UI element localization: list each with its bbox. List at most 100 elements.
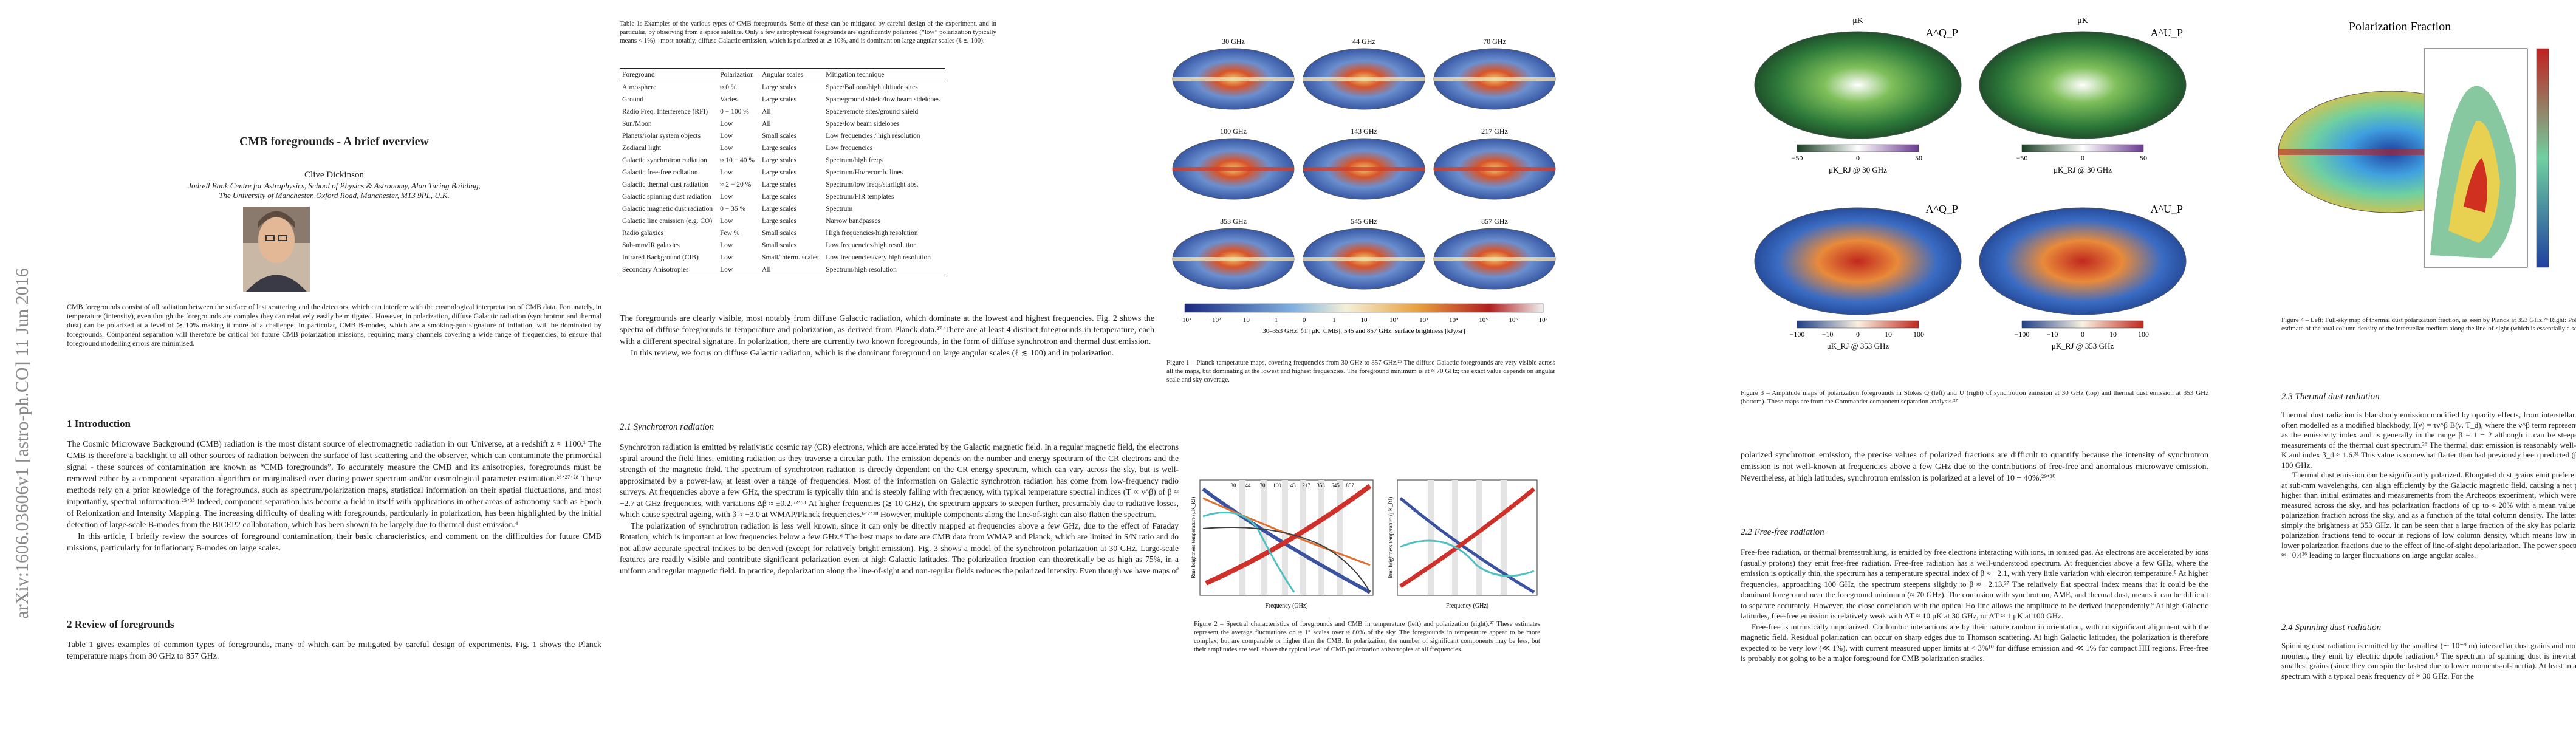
table-cell: Galactic thermal dust radiation <box>622 181 709 188</box>
table-cell: All <box>762 120 771 128</box>
table-cell: Small scales <box>762 230 797 237</box>
table-cell: Low frequencies / high resolution <box>826 132 920 140</box>
colorbar-tick-label: 50 <box>1915 154 1922 162</box>
table-row: Infrared Background (CIB) Low Small/interm… <box>620 252 945 264</box>
table-row: Planets/solar system objects Low Small sca… <box>620 130 945 142</box>
table-cell: Radio Freq. Interference (RFI) <box>622 108 708 115</box>
paragraph: Thermal dust emission can be significant… <box>2281 470 2576 560</box>
colorbar-tick-label: 0 <box>1303 317 1306 324</box>
table-cell: Spectrum/low freqs/starlight abs. <box>826 181 919 188</box>
table-header: Polarization <box>720 71 754 78</box>
section-heading: 1 Introduction <box>67 418 131 430</box>
table-cell: Sub-mm/IR galaxies <box>622 242 680 249</box>
map-label: 70 GHz <box>1483 37 1506 46</box>
panel-label: A^Q_P <box>1926 203 1958 215</box>
table-cell: Small scales <box>762 132 797 140</box>
y-axis-label: Rms brightness temperature (μK_RJ) <box>1190 497 1196 579</box>
table-row: Galactic magnetic dust radiation 0 − 35 %… <box>620 203 945 215</box>
table-cell: Low <box>720 169 733 176</box>
table-cell: Infrared Background (CIB) <box>622 254 699 261</box>
colorbar-tick-label: 100 <box>1913 330 1924 338</box>
colorbar-tick-label: −50 <box>2016 154 2028 162</box>
paragraph: Thermal dust radiation is blackbody emis… <box>2281 410 2576 470</box>
arxiv-stamp: arXiv:1606.03606v1 [astro-ph.CO] 11 Jun … <box>12 268 32 618</box>
table-cell: ≈ 10 − 40 % <box>720 157 755 164</box>
affiliation: The University of Manchester, Oxford Roa… <box>219 191 450 200</box>
table-cell: ≈ 0 % <box>720 84 737 91</box>
table-cell: Spectrum/Hα/recomb. lines <box>826 169 903 176</box>
frequency-label: 30 <box>1231 482 1237 488</box>
colorbar-tick-label: −10 <box>1239 317 1250 324</box>
colorbar-tick-label: 50 <box>2140 154 2147 162</box>
colorbar-tick-label: 10⁵ <box>1479 317 1488 324</box>
colorbar-tick-label: −1 <box>1271 317 1278 324</box>
colorbar-tick-label: 10² <box>1389 317 1399 324</box>
figure-title: Polarization Fraction <box>2349 20 2451 33</box>
table-cell: All <box>762 108 771 115</box>
galactic-plane <box>1434 257 1555 261</box>
subsection-heading: 2.3 Thermal dust radiation <box>2281 392 2380 402</box>
figure-3 <box>1754 31 2187 329</box>
map-label: 217 GHz <box>1481 127 1508 135</box>
table-cell: ≈ 2 − 20 % <box>720 181 752 188</box>
galactic-plane <box>1173 257 1294 261</box>
figure-caption: Figure 1 – Planck temperature maps, cove… <box>1166 359 1555 383</box>
table-cell: Low <box>720 242 733 249</box>
frequency-label: 70 <box>1260 482 1266 488</box>
colorbar-tick-label: 0 <box>2081 154 2084 162</box>
panel-label: A^U_P <box>2151 203 2183 215</box>
colorbar-tick-label: −100 <box>2015 330 2030 338</box>
colorbar-tick-label: 0 <box>1856 330 1860 338</box>
table-header: Mitigation technique <box>826 71 885 78</box>
table-cell: Radio galaxies <box>622 230 664 237</box>
colorbar-tick-label: 10 <box>2109 330 2117 338</box>
galactic-plane <box>1303 167 1425 171</box>
table-cell: Narrow bandpasses <box>826 217 881 225</box>
table-cell: Large scales <box>762 169 796 176</box>
table-cell: Space/Balloon/high altitude sites <box>826 84 918 91</box>
table-row: Radio Freq. Interference (RFI) 0 − 100 % A… <box>620 106 945 118</box>
table-cell: Low <box>720 193 733 200</box>
table-cell: Spectrum <box>826 205 853 213</box>
colorbar-tick-label: −50 <box>1792 154 1803 162</box>
subsection-heading: 2.2 Free-free radiation <box>1741 527 1824 537</box>
table-row: Galactic spinning dust radiation Low Large… <box>620 191 945 203</box>
frequency-label: 857 <box>1346 482 1354 488</box>
text-block: polarized synchrotron emission, the prec… <box>1741 450 2208 484</box>
affiliation: Jodrell Bank Centre for Astrophysics, Sc… <box>188 181 481 190</box>
colorbar-label: μK_RJ @ 30 GHz <box>1829 165 1887 174</box>
paragraph: The polarization of synchrotron radiatio… <box>620 521 1179 575</box>
paragraph: Free-free radiation, or thermal bremsstr… <box>1741 547 2208 620</box>
galactic-plane <box>1434 167 1555 171</box>
colorbar-tick-label: 1 <box>1332 317 1336 324</box>
colorbar-tick-label: −10³ <box>1179 317 1191 324</box>
table-cell: Large scales <box>762 205 796 213</box>
text-block: The Cosmic Microwave Background (CMB) ra… <box>67 439 601 554</box>
table-cell: Low frequencies <box>826 145 873 152</box>
paragraph: In this review, we focus on diffuse Gala… <box>631 349 1114 358</box>
table-row: Galactic synchrotron radiation ≈ 10 − 40 … <box>620 154 945 166</box>
paragraph: Spinning dust radiation is emitted by th… <box>2281 641 2576 680</box>
table-cell: All <box>762 266 771 273</box>
colorbar-label: μK_RJ @ 353 GHz <box>1827 341 1889 351</box>
table-body: Atmosphere ≈ 0 % Large scales Space/Balloon… <box>620 81 945 276</box>
map-label: 44 GHz <box>1352 37 1375 46</box>
table-cell: 0 − 35 % <box>720 205 746 213</box>
text-block: Thermal dust radiation is blackbody emis… <box>2281 410 2576 561</box>
figure-caption: Figure 3 – Amplitude maps of polarizatio… <box>1741 389 2208 405</box>
y-axis-label: Rms brightness temperature (μK_RJ) <box>1388 497 1394 579</box>
table-row: Sub-mm/IR galaxies Low Small scales Low fre… <box>620 239 945 252</box>
table-cell: Few % <box>720 230 740 237</box>
colorbar-label: μK_RJ @ 30 GHz <box>2054 165 2112 174</box>
galactic-plane <box>1173 167 1294 171</box>
table-cell: Large scales <box>762 217 796 225</box>
table-cell: Spectrum/FIR templates <box>826 193 894 200</box>
table-cell: Large scales <box>762 96 796 103</box>
table-cell: Large scales <box>762 157 796 164</box>
figure-caption: Figure 4 – Left: Full-sky map of thermal… <box>2281 317 2576 332</box>
paragraph: The foregrounds are clearly visible, mos… <box>620 314 1154 346</box>
table-cell: Atmosphere <box>622 84 657 91</box>
galactic-plane <box>1173 77 1294 81</box>
